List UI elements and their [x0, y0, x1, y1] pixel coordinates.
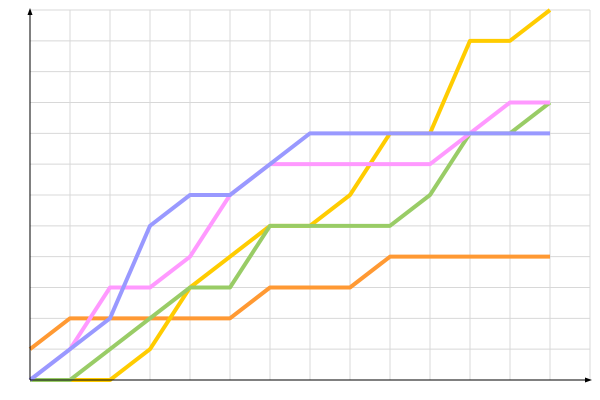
series-line-3 — [28, 100, 550, 382]
series-line-0 — [28, 254, 550, 351]
axes — [27, 8, 592, 383]
series-line-4 — [28, 131, 550, 382]
y-axis-arrow — [27, 8, 33, 15]
x-axis-arrow — [585, 377, 592, 383]
series-line-2 — [30, 100, 552, 382]
series-group — [28, 8, 552, 382]
grid — [30, 9, 591, 380]
